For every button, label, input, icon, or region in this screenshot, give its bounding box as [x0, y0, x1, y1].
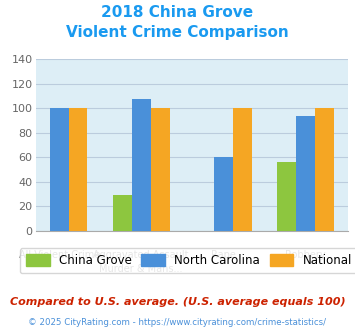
Text: Aggravated Assault: Aggravated Assault [93, 250, 189, 260]
Text: © 2025 CityRating.com - https://www.cityrating.com/crime-statistics/: © 2025 CityRating.com - https://www.city… [28, 318, 327, 327]
Legend: China Grove, North Carolina, National: China Grove, North Carolina, National [20, 248, 355, 273]
Bar [233, 109, 252, 231]
Bar [315, 109, 334, 231]
Bar [296, 116, 315, 231]
Text: 2018 China Grove: 2018 China Grove [102, 5, 253, 20]
Text: Murder & Mans...: Murder & Mans... [99, 264, 183, 274]
Text: Compared to U.S. average. (U.S. average equals 100): Compared to U.S. average. (U.S. average … [10, 297, 345, 307]
Bar [50, 109, 69, 231]
Text: Robbery: Robbery [285, 250, 326, 260]
Bar [113, 195, 132, 231]
Text: Rape: Rape [211, 250, 236, 260]
Bar [277, 162, 296, 231]
Bar [69, 109, 87, 231]
Bar [151, 109, 170, 231]
Bar [132, 99, 151, 231]
Text: All Violent Crime: All Violent Crime [18, 250, 100, 260]
Text: Violent Crime Comparison: Violent Crime Comparison [66, 25, 289, 40]
Bar [214, 157, 233, 231]
